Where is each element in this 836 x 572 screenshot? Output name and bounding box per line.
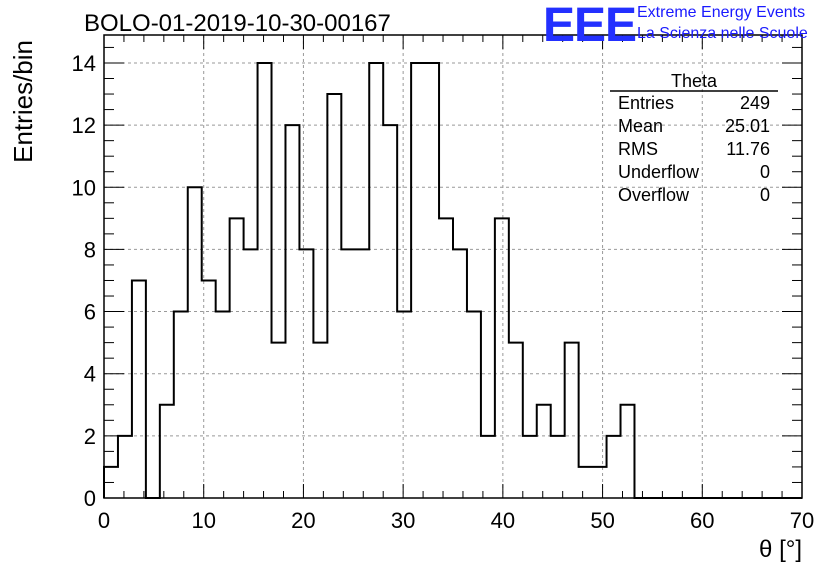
histogram-bin: [467, 312, 481, 498]
histogram-bin: [411, 63, 425, 498]
histogram-bin: [593, 467, 607, 498]
histogram-bin: [621, 405, 635, 498]
histogram-bin: [118, 436, 132, 498]
stat-value-rms: 11.76: [726, 139, 770, 159]
histogram-bin: [579, 467, 593, 498]
histogram-bin: [132, 280, 146, 498]
histogram-bin: [397, 312, 411, 498]
histogram-bin: [383, 125, 397, 498]
histogram-bin: [495, 218, 509, 498]
y-tick-label: 6: [84, 300, 96, 325]
y-tick-label: 14: [72, 51, 96, 76]
stat-label-entries: Entries: [618, 93, 675, 113]
y-tick-label: 10: [72, 175, 96, 200]
histogram-bin: [481, 436, 495, 498]
histogram-bin: [216, 312, 230, 498]
histogram-bin: [607, 436, 621, 498]
stat-value-overflow: 0: [759, 185, 770, 205]
x-tick-label: 20: [291, 508, 315, 533]
x-axis-label: θ [°]: [759, 536, 802, 563]
histogram-bin: [425, 63, 439, 498]
brand-line-2: La Scienza nelle Scuole: [637, 25, 808, 42]
histogram-bin: [299, 249, 313, 498]
histogram-bin: [258, 63, 272, 498]
histogram-bin: [230, 218, 244, 498]
histogram-bin: [565, 343, 579, 498]
histogram-bin: [160, 405, 174, 498]
x-tick-label: 40: [491, 508, 515, 533]
x-tick-label: 60: [690, 508, 714, 533]
histogram-bin: [523, 436, 537, 498]
stat-value-entries: 249: [739, 93, 770, 113]
stat-value-mean: 25.01: [724, 116, 770, 136]
histogram-series: [103, 61, 802, 499]
histogram-bin: [341, 249, 355, 498]
histogram-bin: [509, 343, 523, 498]
run-title: BOLO-01-2019-10-30-00167: [84, 10, 391, 37]
eee-logo: EEE: [543, 0, 637, 52]
x-tick-label: 0: [98, 508, 110, 533]
histogram-bin: [369, 63, 383, 498]
histogram-bin: [551, 436, 565, 498]
y-tick-label: 8: [84, 237, 96, 262]
histogram-bin: [188, 187, 202, 498]
y-tick-label: 4: [84, 362, 96, 387]
histogram-bin: [327, 94, 341, 498]
y-tick-label: 12: [72, 113, 96, 138]
stat-label-rms: RMS: [618, 139, 658, 159]
y-tick-label: 2: [84, 424, 96, 449]
x-tick-label: 30: [391, 508, 415, 533]
stat-label-underflow: Underflow: [618, 162, 700, 182]
histogram-bin: [313, 343, 327, 498]
histogram-bin: [537, 405, 551, 498]
stats-title: Theta: [670, 71, 718, 91]
x-tick-label: 50: [590, 508, 614, 533]
brand-line-1: Extreme Energy Events: [637, 4, 806, 21]
histogram-bin: [272, 343, 286, 498]
y-tick-label: 0: [84, 486, 96, 511]
stat-value-underflow: 0: [759, 162, 770, 182]
y-axis-label: Entries/bin: [8, 40, 38, 163]
plot-frame: [103, 34, 803, 499]
histogram-bin: [174, 312, 188, 498]
x-tick-label: 70: [790, 508, 814, 533]
histogram-bin: [439, 218, 453, 498]
stat-label-overflow: Overflow: [618, 185, 690, 205]
stat-label-mean: Mean: [618, 116, 664, 136]
x-tick-label: 10: [191, 508, 215, 533]
